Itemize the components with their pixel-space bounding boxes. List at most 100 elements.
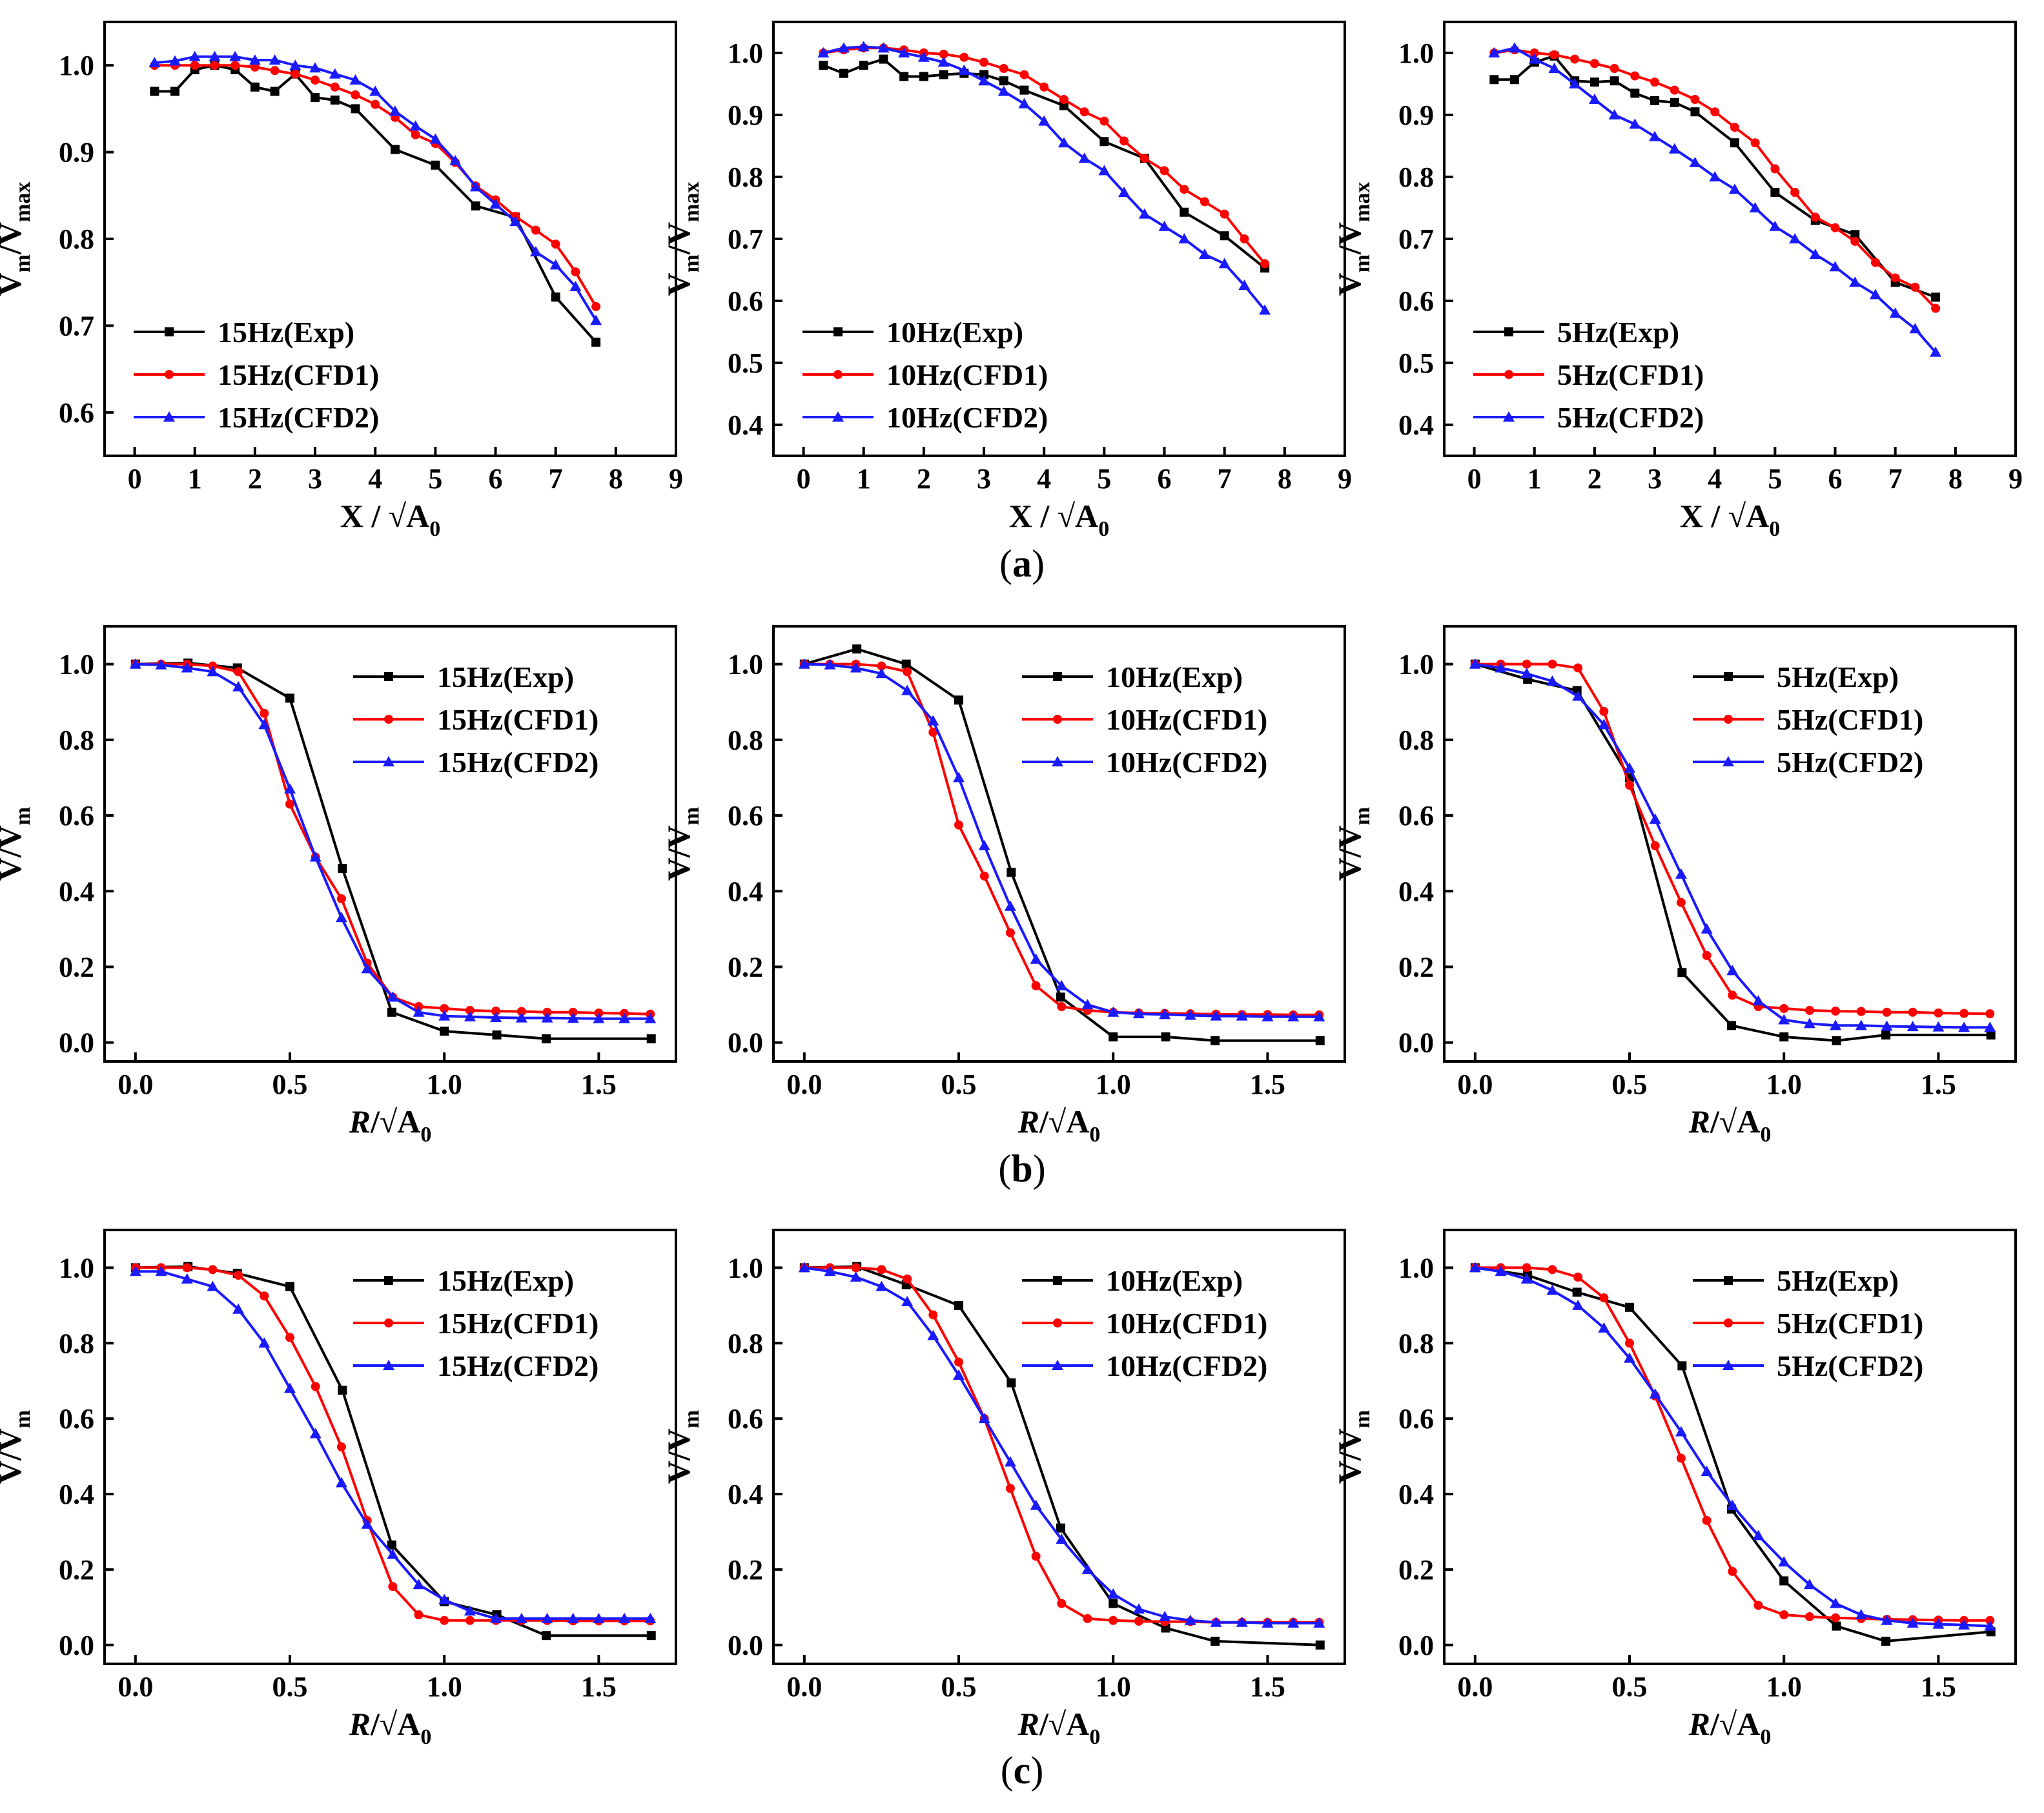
data-point bbox=[817, 47, 830, 57]
y-tick-label: 0.2 bbox=[728, 1554, 763, 1586]
y-tick-label: 1.0 bbox=[1398, 37, 1434, 69]
y-tick-label: 0.2 bbox=[728, 951, 763, 983]
data-point bbox=[1548, 1265, 1557, 1275]
data-point bbox=[1599, 706, 1609, 716]
y-tick-label: 0.4 bbox=[728, 1479, 763, 1510]
y-tick-label: 0.8 bbox=[59, 1327, 94, 1359]
y-tick-label: 0.0 bbox=[1398, 1630, 1434, 1661]
legend-marker bbox=[1053, 672, 1062, 681]
data-point bbox=[148, 57, 161, 68]
x-tick-label: 2 bbox=[917, 463, 931, 495]
x-tick-label: 7 bbox=[1888, 463, 1903, 495]
data-point bbox=[1546, 675, 1559, 686]
data-point bbox=[181, 662, 193, 673]
legend-marker bbox=[1722, 1360, 1734, 1370]
data-point bbox=[1315, 1640, 1325, 1650]
data-point bbox=[1908, 1007, 1917, 1017]
data-point bbox=[285, 799, 295, 809]
data-point bbox=[338, 864, 347, 874]
legend-label: 5Hz(CFD2) bbox=[1777, 1349, 1923, 1382]
data-point bbox=[309, 62, 322, 73]
data-point bbox=[959, 52, 969, 62]
data-point bbox=[1180, 185, 1189, 194]
legend-marker bbox=[163, 411, 175, 422]
data-point bbox=[1677, 1361, 1687, 1371]
data-point bbox=[1160, 166, 1169, 176]
x-axis-label: R/√A0 bbox=[349, 1706, 432, 1749]
data-point bbox=[1315, 1036, 1325, 1045]
data-point bbox=[1099, 137, 1109, 147]
data-point bbox=[465, 1615, 475, 1625]
x-tick-label: 5 bbox=[1768, 463, 1782, 495]
legend: 10Hz(Exp) 10Hz(CFD1) 10Hz(CFD2) bbox=[1022, 661, 1267, 779]
data-point bbox=[389, 105, 401, 116]
data-point bbox=[1109, 1032, 1118, 1041]
legend-label: 5Hz(CFD1) bbox=[1777, 703, 1923, 736]
data-point bbox=[1573, 663, 1583, 673]
data-point bbox=[1019, 85, 1029, 95]
legend-item: 5Hz(CFD2) bbox=[1473, 401, 1704, 434]
data-point bbox=[250, 62, 260, 72]
legend: 15Hz(Exp) 15Hz(CFD1) 15Hz(CFD2) bbox=[353, 1264, 598, 1382]
data-point bbox=[1701, 1465, 1713, 1476]
data-point bbox=[260, 708, 269, 718]
x-tick-label: 1.5 bbox=[1250, 1069, 1285, 1100]
data-point bbox=[542, 1631, 551, 1641]
data-point bbox=[1829, 261, 1841, 272]
data-point bbox=[1670, 85, 1679, 95]
data-point bbox=[269, 54, 281, 65]
chart-a-0: 0 1 2 3 4 5 6 7 8 9 0.6 0.7 0.8 0.9 1.0 X / √A0 Vm/Vmax 1… bbox=[0, 21, 683, 541]
series-15Hz(Exp) bbox=[150, 61, 601, 347]
data-point bbox=[1730, 138, 1739, 148]
data-point bbox=[329, 68, 341, 79]
legend-label: 10Hz(Exp) bbox=[1106, 661, 1243, 693]
legend-label: 15Hz(CFD2) bbox=[218, 401, 379, 434]
data-point bbox=[1529, 48, 1539, 57]
data-point bbox=[1625, 1338, 1635, 1348]
legend-marker bbox=[1724, 715, 1733, 724]
data-point bbox=[338, 1386, 347, 1395]
data-point bbox=[1804, 1612, 1814, 1621]
data-point bbox=[1726, 1021, 1736, 1030]
data-point bbox=[189, 50, 201, 61]
plot-frame bbox=[103, 1229, 677, 1665]
data-point bbox=[1262, 1010, 1274, 1021]
data-point bbox=[1958, 1619, 1970, 1630]
data-point bbox=[1849, 276, 1861, 287]
data-point bbox=[1158, 220, 1170, 231]
data-point bbox=[1056, 1523, 1065, 1533]
legend-marker bbox=[1053, 715, 1062, 724]
data-point bbox=[1677, 968, 1687, 978]
data-point bbox=[1701, 923, 1713, 934]
x-tick-label: 9 bbox=[669, 463, 683, 495]
data-point bbox=[857, 41, 870, 52]
legend-label: 10Hz(CFD1) bbox=[1106, 1307, 1267, 1340]
x-tick-label: 5 bbox=[1097, 463, 1111, 495]
data-point bbox=[1236, 1010, 1248, 1021]
data-point bbox=[798, 1262, 810, 1273]
data-point bbox=[839, 68, 848, 78]
y-axis-label: V/Vm bbox=[1331, 1410, 1375, 1484]
data-point bbox=[492, 1030, 502, 1040]
data-point bbox=[1779, 1576, 1789, 1586]
data-point bbox=[529, 246, 542, 257]
x-tick-label: 7 bbox=[549, 463, 563, 495]
legend-item: 10Hz(CFD1) bbox=[1022, 1307, 1267, 1340]
data-point bbox=[646, 1034, 656, 1043]
data-point bbox=[1056, 1533, 1068, 1544]
x-tick-label: 0.0 bbox=[118, 1671, 153, 1703]
legend-item: 5Hz(CFD1) bbox=[1693, 1307, 1923, 1340]
data-point bbox=[284, 783, 296, 794]
data-point bbox=[1906, 1617, 1919, 1628]
data-point bbox=[1287, 1010, 1300, 1021]
x-tick-label: 9 bbox=[1338, 463, 1352, 495]
x-tick-label: 0.5 bbox=[1612, 1069, 1648, 1100]
legend: 10Hz(Exp) 10Hz(CFD1) 10Hz(CFD2) bbox=[802, 316, 1048, 434]
data-point bbox=[210, 61, 220, 70]
data-point bbox=[1675, 1426, 1687, 1437]
caption-b: (b) bbox=[998, 1147, 1045, 1190]
data-point bbox=[1469, 1262, 1481, 1273]
y-tick-label: 0.8 bbox=[728, 161, 763, 193]
legend-label: 5Hz(CFD1) bbox=[1557, 358, 1704, 391]
data-point bbox=[285, 1282, 295, 1291]
